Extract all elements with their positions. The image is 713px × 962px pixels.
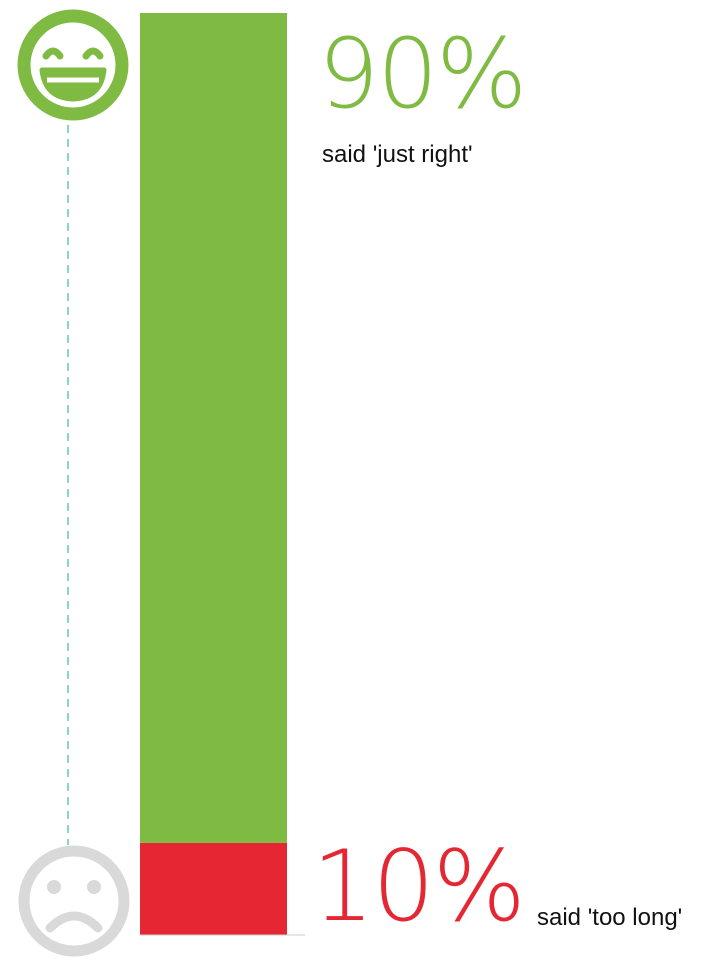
bar-segment-just-right	[140, 13, 287, 843]
caption-just-right: said 'just right'	[322, 141, 473, 168]
bar-group	[140, 13, 287, 935]
value-label-too-long: 10%	[312, 830, 526, 944]
value-label-just-right: 90%	[318, 18, 527, 130]
caption-too-long: said 'too long'	[537, 904, 683, 931]
sad-face-icon	[18, 845, 130, 957]
bar-segment-too-long	[140, 842, 287, 935]
laughing-face-icon	[17, 9, 129, 121]
